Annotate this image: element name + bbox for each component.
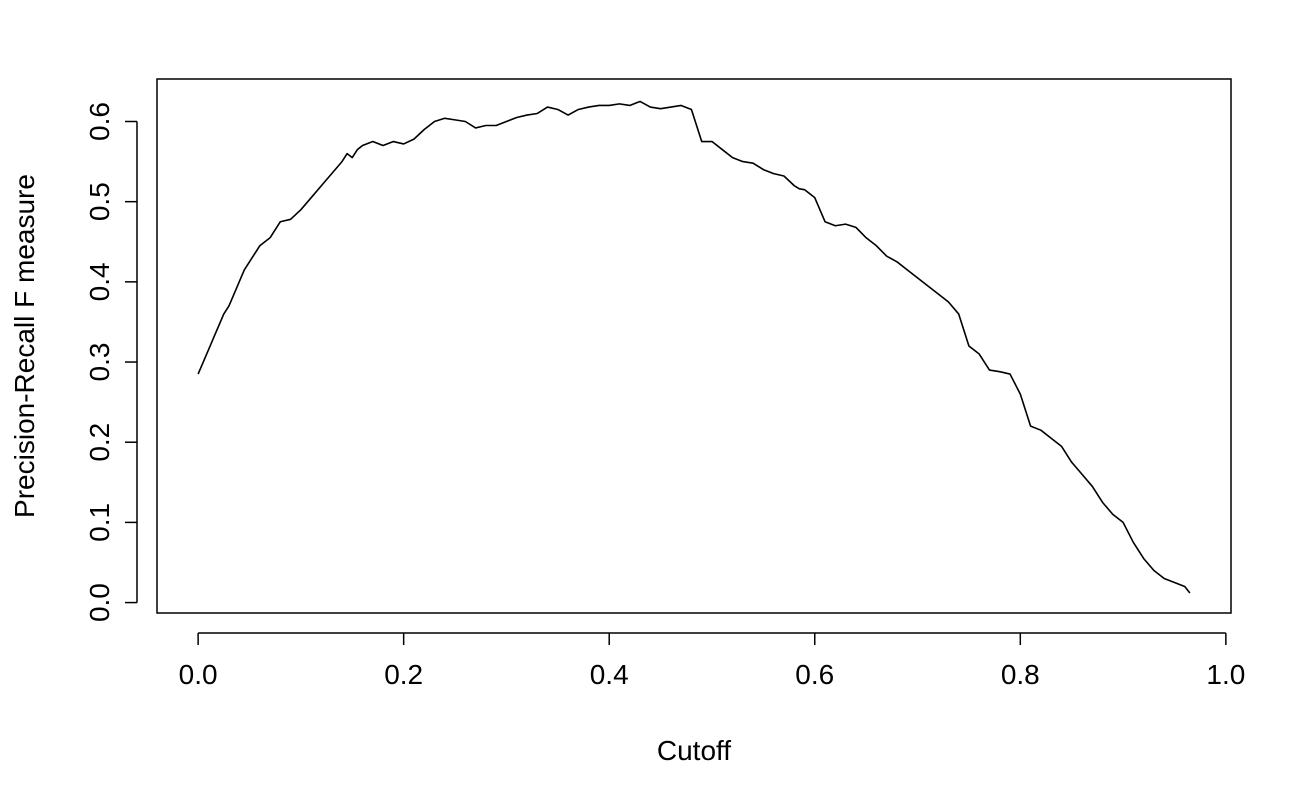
y-tick-label: 0.5 — [84, 182, 115, 221]
x-tick-label: 0.2 — [384, 659, 423, 690]
plot-frame — [156, 78, 1232, 614]
y-tick-label: 0.1 — [84, 503, 115, 542]
x-tick-label: 0.4 — [590, 659, 629, 690]
x-axis-title: Cutoff — [657, 735, 731, 766]
x-tick-label: 0.0 — [179, 659, 218, 690]
x-tick-label: 0.8 — [1001, 659, 1040, 690]
y-tick-label: 0.6 — [84, 102, 115, 141]
y-tick-label: 0.2 — [84, 423, 115, 462]
y-tick-label: 0.3 — [84, 343, 115, 382]
x-axis: 0.0 0.2 0.4 0.6 0.8 1.0 — [179, 632, 1245, 690]
y-tick-label: 0.0 — [84, 583, 115, 622]
x-tick-label: 1.0 — [1206, 659, 1245, 690]
f-measure-series-line — [197, 100, 1191, 594]
x-tick-label: 0.6 — [795, 659, 834, 690]
y-axis-title: Precision-Recall F measure — [9, 174, 40, 518]
y-tick-label: 0.4 — [84, 262, 115, 301]
y-axis: 0.0 0.1 0.2 0.3 0.4 0.5 0.6 — [84, 102, 138, 622]
